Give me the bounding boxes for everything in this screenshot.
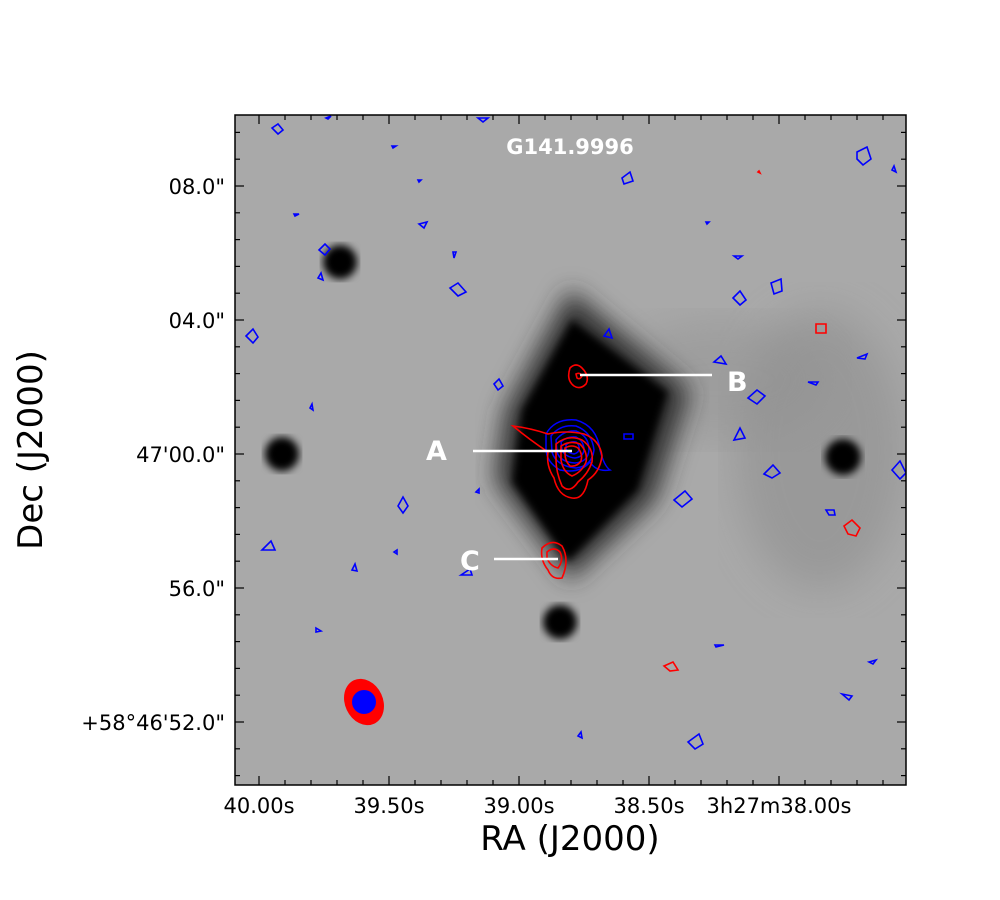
contour xyxy=(392,548,398,556)
contour xyxy=(316,271,325,282)
contour xyxy=(270,122,285,136)
contour xyxy=(540,541,567,580)
contour xyxy=(546,548,563,569)
contour xyxy=(576,730,584,740)
contour xyxy=(756,169,762,175)
y-tick-label: 47'00.0" xyxy=(136,443,225,467)
contour xyxy=(770,277,783,296)
contour xyxy=(390,145,399,150)
contour xyxy=(350,561,359,573)
source-label-b: B xyxy=(727,367,748,398)
star xyxy=(265,437,299,471)
red-contours xyxy=(510,169,861,672)
contour xyxy=(890,459,906,481)
y-axis-title: Dec (J2000) xyxy=(11,350,51,550)
central-object xyxy=(512,320,668,562)
contour xyxy=(560,441,588,477)
x-axis: 40.00s 39.50s 39.00s 38.50s 3h27m38.00s xyxy=(223,794,851,818)
contour xyxy=(308,401,315,412)
x-tick-label: 39.50s xyxy=(353,794,424,818)
contour xyxy=(704,221,711,226)
contour xyxy=(555,436,594,490)
star xyxy=(543,605,577,639)
x-tick-label: 40.00s xyxy=(223,794,294,818)
contour xyxy=(621,170,635,186)
y-tick-label: 56.0" xyxy=(169,577,225,601)
x-axis-title: RA (J2000) xyxy=(480,819,659,859)
contour xyxy=(510,424,603,499)
contour xyxy=(866,658,879,666)
star xyxy=(825,439,861,475)
image-panel: A B C G141.9996 xyxy=(235,115,906,785)
contour xyxy=(762,463,782,479)
contour xyxy=(842,518,861,537)
contour xyxy=(672,489,694,509)
x-tick-label: 39.00s xyxy=(483,794,554,818)
contour xyxy=(732,426,747,442)
contour xyxy=(324,115,332,120)
contour xyxy=(292,213,300,218)
contour xyxy=(686,732,704,751)
contour xyxy=(815,323,827,334)
contour xyxy=(417,220,429,230)
contour xyxy=(260,539,277,551)
contour xyxy=(452,251,458,259)
contour xyxy=(731,255,745,260)
contour xyxy=(807,381,820,386)
contour xyxy=(746,388,767,406)
contour xyxy=(397,495,409,515)
y-tick-label: 04.0" xyxy=(169,309,225,333)
contour xyxy=(492,377,505,392)
x-tick-label: 3h27m38.00s xyxy=(707,794,852,818)
contour xyxy=(712,354,728,366)
contour xyxy=(545,419,613,472)
beam-inner xyxy=(352,690,376,714)
contour xyxy=(315,626,324,633)
x-tick-label: 38.50s xyxy=(613,794,684,818)
y-tick-label: +58°46'52.0" xyxy=(81,711,225,735)
y-tick-label: 08.0" xyxy=(169,175,225,199)
contour xyxy=(474,487,480,495)
contour xyxy=(856,145,872,167)
contour xyxy=(416,179,423,184)
blue-contours xyxy=(244,115,906,751)
contour xyxy=(475,117,491,124)
contour xyxy=(448,281,468,297)
contour xyxy=(317,242,332,257)
y-axis: 08.0" 04.0" 47'00.0" 56.0" +58°46'52.0" xyxy=(81,175,225,735)
star xyxy=(323,245,357,279)
contour xyxy=(839,692,854,702)
contour xyxy=(890,163,898,174)
contour xyxy=(623,433,634,440)
contour xyxy=(662,660,680,672)
contour xyxy=(564,445,583,467)
contour xyxy=(244,327,259,345)
source-label-a: A xyxy=(426,436,447,467)
contour xyxy=(602,327,614,340)
contour xyxy=(567,364,589,389)
contour xyxy=(458,567,474,576)
contour xyxy=(824,509,836,516)
contour xyxy=(713,644,725,648)
axis-ticks xyxy=(235,115,906,785)
contour xyxy=(731,289,748,307)
source-label-c: C xyxy=(460,546,480,577)
contour xyxy=(856,352,869,360)
chart-title: G141.9996 xyxy=(506,135,634,159)
